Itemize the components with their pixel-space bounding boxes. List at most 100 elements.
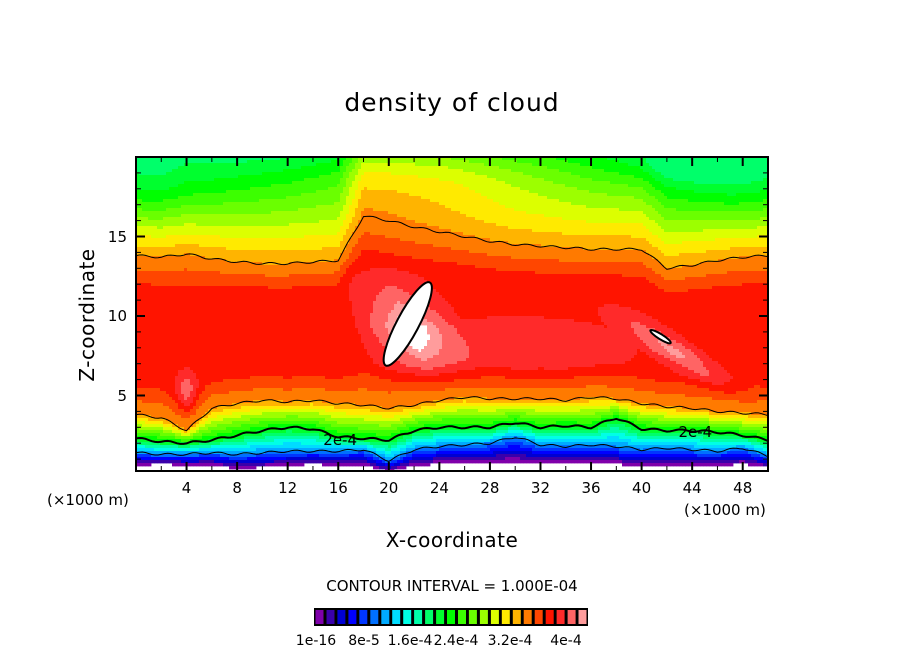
field-cell <box>217 175 221 179</box>
field-cell <box>154 220 158 224</box>
field-cell <box>631 184 635 188</box>
field-cell <box>322 223 326 227</box>
field-cell <box>463 226 467 230</box>
field-cell <box>361 190 365 194</box>
field-cell <box>718 211 722 215</box>
field-cell <box>607 175 611 179</box>
field-cell <box>700 211 704 215</box>
field-cell <box>538 214 542 218</box>
field-cell <box>325 193 329 197</box>
field-cell <box>763 196 767 200</box>
field-cell <box>364 160 368 164</box>
field-cell <box>463 211 467 215</box>
field-cell <box>190 172 194 176</box>
field-cell <box>535 181 539 185</box>
field-cell <box>271 223 275 227</box>
field-cell <box>625 187 629 191</box>
field-cell <box>673 217 677 221</box>
field-cell <box>220 217 224 221</box>
field-cell <box>346 226 350 230</box>
field-cell <box>568 211 572 215</box>
field-cell <box>700 166 704 170</box>
field-cell <box>640 178 644 182</box>
field-cell <box>700 157 704 161</box>
field-cell <box>247 220 251 224</box>
field-cell <box>259 172 263 176</box>
field-cell <box>688 166 692 170</box>
field-cell <box>649 202 653 206</box>
field-cell <box>322 211 326 215</box>
field-cell <box>673 196 677 200</box>
field-cell <box>277 181 281 185</box>
field-cell <box>319 181 323 185</box>
field-cell <box>388 190 392 194</box>
field-cell <box>265 214 269 218</box>
field-cell <box>403 166 407 170</box>
field-cell <box>493 220 497 224</box>
field-cell <box>403 217 407 221</box>
field-cell <box>580 169 584 173</box>
field-cell <box>223 172 227 176</box>
field-cell <box>493 178 497 182</box>
field-cell <box>715 157 719 161</box>
field-cell <box>412 223 416 227</box>
field-cell <box>349 172 353 176</box>
field-cell <box>574 211 578 215</box>
field-cell <box>724 217 728 221</box>
field-cell <box>445 220 449 224</box>
field-cell <box>205 163 209 167</box>
field-cell <box>193 223 197 227</box>
field-cell <box>481 202 485 206</box>
field-cell <box>328 205 332 209</box>
field-cell <box>259 226 263 230</box>
field-cell <box>736 163 740 167</box>
field-cell <box>727 217 731 221</box>
field-cell <box>670 160 674 164</box>
field-cell <box>547 181 551 185</box>
field-cell <box>634 169 638 173</box>
field-cell <box>676 205 680 209</box>
field-cell <box>685 196 689 200</box>
field-cell <box>652 160 656 164</box>
field-cell <box>385 223 389 227</box>
field-cell <box>694 184 698 188</box>
field-cell <box>331 199 335 203</box>
field-cell <box>532 184 536 188</box>
field-cell <box>700 205 704 209</box>
field-cell <box>697 199 701 203</box>
field-cell <box>715 169 719 173</box>
field-cell <box>697 208 701 212</box>
field-cell <box>166 202 170 206</box>
field-cell <box>265 184 269 188</box>
field-cell <box>277 187 281 191</box>
field-cell <box>421 205 425 209</box>
field-cell <box>199 187 203 191</box>
field-cell <box>376 184 380 188</box>
field-cell <box>652 181 656 185</box>
field-cell <box>601 163 605 167</box>
field-cell <box>229 175 233 179</box>
field-cell <box>340 181 344 185</box>
field-cell <box>484 214 488 218</box>
field-cell <box>640 199 644 203</box>
field-cell <box>232 187 236 191</box>
field-cell <box>724 169 728 173</box>
field-cell <box>301 172 305 176</box>
field-cell <box>484 208 488 212</box>
field-cell <box>640 223 644 227</box>
field-cell <box>553 175 557 179</box>
field-cell <box>340 196 344 200</box>
field-cell <box>196 214 200 218</box>
field-cell <box>676 196 680 200</box>
field-cell <box>751 193 755 197</box>
field-cell <box>244 187 248 191</box>
field-cell <box>571 196 575 200</box>
field-cell <box>331 169 335 173</box>
field-cell <box>613 157 617 161</box>
field-cell <box>208 211 212 215</box>
field-cell <box>424 166 428 170</box>
field-cell <box>490 163 494 167</box>
field-cell <box>247 202 251 206</box>
field-cell <box>481 199 485 203</box>
field-cell <box>628 187 632 191</box>
